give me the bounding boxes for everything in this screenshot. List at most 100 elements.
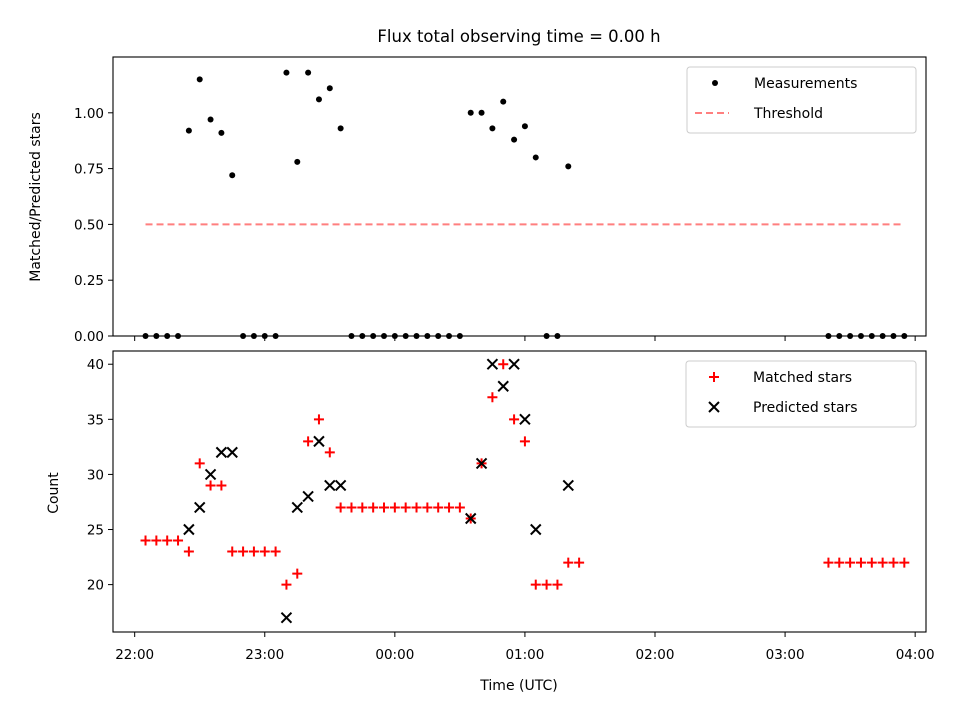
matched-star-point — [292, 568, 303, 579]
legend-label: Matched stars — [753, 370, 852, 386]
predicted-star-point — [562, 479, 574, 492]
x-tick-label: 00:00 — [375, 647, 414, 663]
predicted-star-point — [497, 380, 509, 392]
matched-star-point — [866, 557, 877, 568]
matched-star-point — [303, 436, 314, 447]
matched-star-point — [888, 557, 899, 568]
matched-star-point — [541, 579, 552, 590]
measurement-point — [207, 116, 214, 123]
predicted-star-point — [280, 611, 293, 624]
measurement-point — [500, 98, 507, 105]
matched-star-point — [183, 546, 194, 557]
measurement-point — [337, 125, 344, 132]
measurement-point — [532, 154, 539, 161]
top-legend: Measurements Threshold — [686, 66, 917, 134]
bottom-panel: 20 25 30 35 40 22:00 23:00 00:00 01:00 02:00 03:0… — [46, 350, 935, 694]
measurement-point — [489, 125, 496, 132]
measurement-point — [196, 76, 203, 83]
matched-star-point — [400, 502, 411, 513]
matched-star-point — [238, 546, 249, 557]
matched-star-point — [379, 502, 389, 513]
y-tick-label: 1.00 — [74, 106, 104, 122]
matched-star-point — [205, 480, 216, 491]
predicted-star-point — [475, 457, 488, 470]
top-plot-frame — [112, 56, 927, 337]
matched-star-point — [259, 546, 270, 557]
x-tick-label: 01:00 — [505, 647, 544, 663]
matched-star-point — [335, 502, 346, 513]
bottom-x-axis: 22:00 23:00 00:00 01:00 02:00 03:00 04:00 — [115, 632, 935, 663]
legend-label: Threshold — [753, 106, 823, 122]
measurement-point — [565, 163, 572, 170]
predicted-star-point — [313, 435, 325, 448]
matched-star-point — [357, 502, 368, 513]
matched-star-point — [509, 414, 520, 425]
matched-star-point — [899, 557, 910, 568]
matched-star-point — [552, 579, 563, 590]
legend-label: Measurements — [754, 76, 857, 92]
bottom-y-axis-label: Count — [46, 472, 62, 514]
matched-star-point — [270, 546, 281, 557]
x-axis-label: Time (UTC) — [479, 678, 557, 694]
predicted-star-point — [291, 501, 303, 514]
x-tick-label: 02:00 — [636, 647, 675, 663]
matched-star-point — [574, 557, 585, 568]
y-tick-label: 0.75 — [74, 162, 104, 178]
measurement-point — [218, 129, 225, 136]
matched-star-point — [173, 535, 184, 546]
top-x-axis — [134, 336, 916, 341]
measurement-point — [283, 69, 290, 76]
matched-star-point — [530, 579, 541, 590]
bottom-y-axis: 20 25 30 35 40 — [87, 357, 113, 594]
predicted-stars-series — [183, 358, 574, 624]
matched-star-point — [140, 535, 151, 546]
matched-star-point — [877, 557, 888, 568]
matched-star-point — [422, 502, 433, 513]
matched-star-point — [444, 502, 455, 513]
bottom-plot-frame — [112, 350, 927, 633]
predicted-star-point — [486, 358, 499, 370]
measurement-point — [511, 136, 518, 143]
matched-star-point — [227, 546, 238, 557]
legend-marker — [709, 372, 719, 382]
legend-marker — [708, 401, 720, 413]
y-tick-label: 20 — [87, 578, 104, 594]
predicted-star-point — [334, 479, 347, 492]
matched-star-point — [324, 447, 335, 458]
predicted-star-point — [530, 523, 542, 536]
measurement-point — [521, 123, 528, 130]
matched-star-point — [498, 359, 509, 370]
matched-star-point — [368, 502, 379, 513]
matched-star-point — [845, 557, 856, 568]
matched-star-point — [346, 502, 357, 513]
x-tick-label: 23:00 — [245, 647, 284, 663]
y-tick-label: 0.50 — [74, 217, 104, 233]
predicted-star-point — [519, 413, 531, 426]
bottom-legend: Matched stars Predicted stars — [685, 360, 917, 428]
matched-star-point — [433, 502, 444, 513]
matched-star-point — [162, 535, 173, 546]
y-tick-label: 25 — [87, 523, 104, 539]
predicted-star-point — [194, 501, 206, 514]
matched-star-point — [834, 557, 845, 568]
matched-star-point — [519, 436, 530, 447]
predicted-star-point — [302, 490, 314, 503]
y-tick-label: 35 — [87, 412, 104, 428]
matched-star-point — [855, 557, 866, 568]
measurement-point — [294, 158, 301, 165]
top-panel: 0.00 0.25 0.50 0.75 1.00 Matched/Predicted s… — [28, 56, 927, 345]
matched-star-point — [216, 480, 227, 491]
matched-star-point — [281, 579, 292, 590]
matched-star-point — [248, 546, 259, 557]
y-tick-label: 0.00 — [74, 329, 104, 345]
y-tick-label: 0.25 — [74, 273, 104, 289]
measurement-point — [478, 109, 485, 116]
matched-star-point — [389, 502, 400, 513]
matched-star-point — [411, 502, 422, 513]
x-tick-label: 04:00 — [896, 647, 935, 663]
top-y-axis: 0.00 0.25 0.50 0.75 1.00 — [74, 106, 113, 345]
measurement-point — [326, 85, 333, 92]
matched-star-point — [151, 535, 162, 546]
legend-box — [686, 66, 917, 134]
